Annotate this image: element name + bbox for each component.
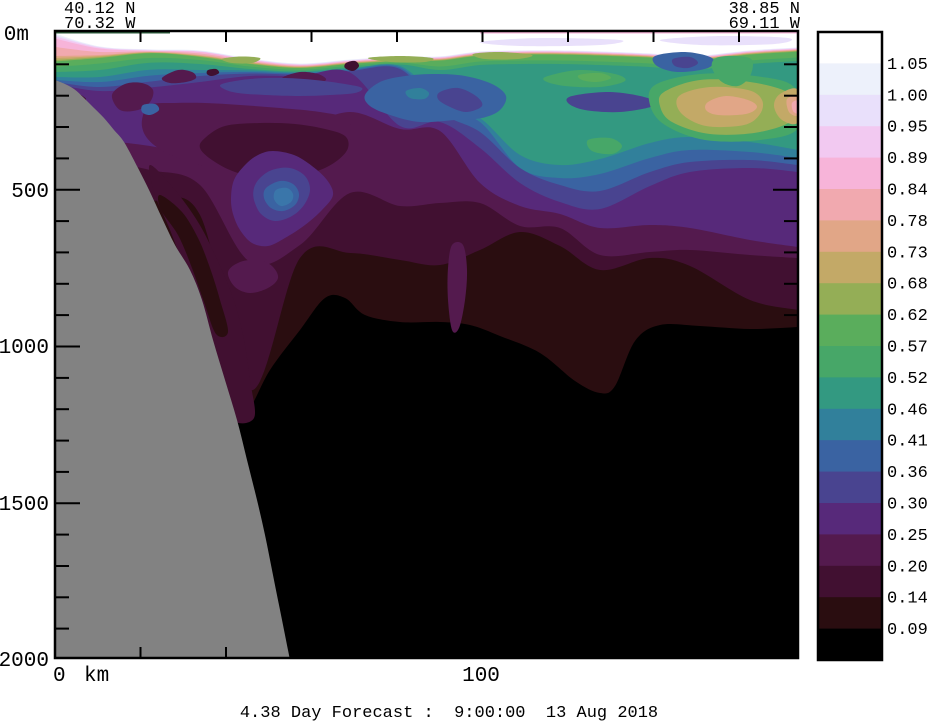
svg-text:0.14: 0.14 [887, 590, 928, 609]
svg-text:4.38 Day Forecast : 9:00:00: 4.38 Day Forecast : 9:00:00 13 Aug 2018 [240, 704, 658, 721]
svg-text:70.32 W: 70.32 W [64, 15, 136, 34]
svg-text:38.85 N: 38.85 N [729, 0, 800, 19]
svg-text:1500: 1500 [0, 494, 49, 517]
svg-text:1.05: 1.05 [887, 56, 928, 75]
svg-text:0.84: 0.84 [887, 182, 928, 201]
svg-text:0.95: 0.95 [887, 119, 928, 138]
svg-text:0m: 0m [4, 24, 29, 47]
svg-text:0.20: 0.20 [887, 558, 928, 577]
svg-text:0.52: 0.52 [887, 370, 928, 389]
svg-text:69.11 W: 69.11 W [729, 15, 801, 34]
svg-text:1.00: 1.00 [887, 87, 928, 106]
svg-text:0.89: 0.89 [887, 150, 928, 169]
svg-text:500: 500 [11, 181, 49, 204]
svg-text:2000: 2000 [0, 650, 49, 673]
svg-text:0.30: 0.30 [887, 496, 928, 515]
svg-text:0.62: 0.62 [887, 307, 928, 326]
svg-text:km: km [84, 665, 109, 688]
svg-text:1000: 1000 [0, 337, 49, 360]
svg-text:0.41: 0.41 [887, 433, 928, 452]
svg-text:0.78: 0.78 [887, 213, 928, 232]
svg-text:0.57: 0.57 [887, 339, 928, 358]
svg-text:0.73: 0.73 [887, 244, 928, 263]
svg-text:0: 0 [53, 665, 66, 688]
svg-text:100: 100 [462, 665, 500, 688]
svg-text:40.12 N: 40.12 N [64, 0, 135, 19]
svg-text:0.36: 0.36 [887, 464, 928, 483]
svg-text:0.46: 0.46 [887, 401, 928, 420]
svg-text:0.25: 0.25 [887, 527, 928, 546]
svg-text:0.68: 0.68 [887, 276, 928, 295]
svg-text:0.09: 0.09 [887, 621, 928, 640]
